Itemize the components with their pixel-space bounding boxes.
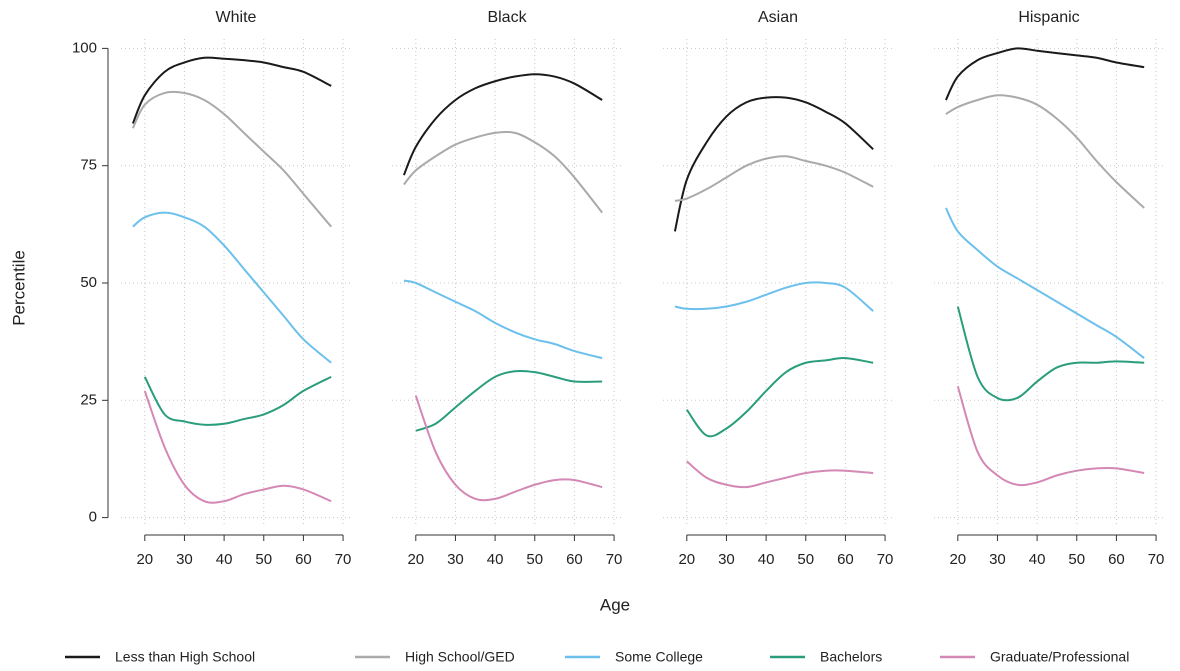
line — [944, 207, 1145, 359]
line — [674, 281, 874, 312]
x-axis-label: Age — [600, 595, 630, 614]
legend-label: Some College — [615, 649, 703, 665]
line — [403, 130, 603, 214]
line — [143, 375, 332, 426]
y-tick-label: 75 — [80, 157, 97, 174]
line — [944, 47, 1145, 101]
x-tick-label: 20 — [407, 551, 424, 568]
line — [673, 96, 874, 232]
x-tick-label: 30 — [176, 551, 193, 568]
panel-title: Asian — [758, 9, 798, 26]
line — [686, 460, 874, 489]
line — [956, 306, 1145, 402]
legend-label: Graduate/Professional — [990, 649, 1129, 665]
x-tick-label: 30 — [718, 551, 735, 568]
x-tick-label: 40 — [216, 551, 233, 568]
x-tick-label: 60 — [1108, 551, 1125, 568]
line — [956, 385, 1145, 487]
y-tick-label: 50 — [80, 274, 97, 291]
line — [414, 395, 603, 502]
line — [131, 56, 332, 124]
x-tick-label: 60 — [566, 551, 583, 568]
line — [132, 211, 332, 364]
x-tick-label: 70 — [335, 551, 352, 568]
line — [415, 369, 603, 432]
panel-title: Hispanic — [1018, 9, 1079, 26]
line — [674, 155, 874, 202]
line — [685, 357, 874, 438]
panel-title: White — [216, 9, 257, 26]
panel-title: Black — [487, 9, 527, 26]
x-tick-label: 50 — [255, 551, 272, 568]
legend-label: Bachelors — [820, 649, 882, 665]
legend-label: Less than High School — [115, 649, 255, 665]
line — [143, 390, 332, 504]
line — [131, 90, 332, 228]
x-tick-label: 70 — [1148, 551, 1165, 568]
y-tick-label: 100 — [72, 39, 97, 56]
x-tick-label: 20 — [678, 551, 695, 568]
y-axis-label: Percentile — [9, 250, 28, 326]
x-tick-label: 30 — [447, 551, 464, 568]
x-tick-label: 40 — [1029, 551, 1046, 568]
line — [402, 73, 603, 176]
line — [945, 94, 1145, 209]
x-tick-label: 20 — [949, 551, 966, 568]
x-tick-label: 50 — [526, 551, 543, 568]
y-tick-label: 0 — [89, 509, 97, 526]
x-tick-label: 40 — [487, 551, 504, 568]
x-tick-label: 30 — [989, 551, 1006, 568]
x-tick-label: 70 — [606, 551, 623, 568]
x-tick-label: 60 — [837, 551, 854, 568]
x-tick-label: 50 — [1068, 551, 1085, 568]
x-tick-label: 70 — [877, 551, 894, 568]
y-tick-label: 25 — [80, 391, 97, 408]
legend-label: High School/GED — [405, 649, 515, 665]
x-tick-label: 60 — [295, 551, 312, 568]
x-tick-label: 50 — [797, 551, 814, 568]
x-tick-label: 20 — [136, 551, 153, 568]
x-tick-label: 40 — [758, 551, 775, 568]
line — [403, 279, 603, 360]
